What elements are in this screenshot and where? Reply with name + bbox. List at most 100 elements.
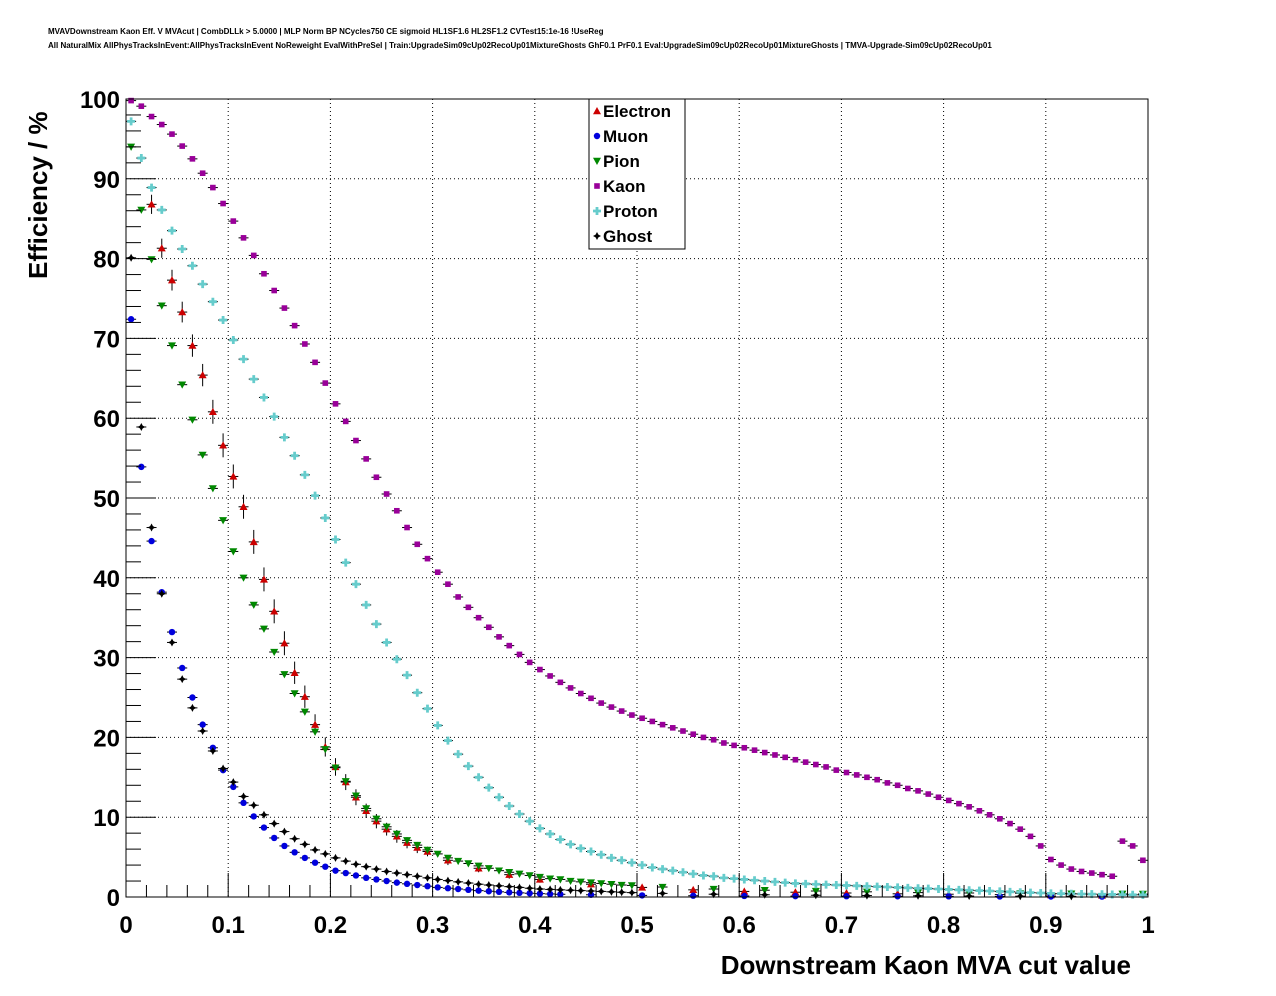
data-point-proton (474, 773, 483, 782)
data-point-proton (832, 881, 841, 890)
data-point-pion (280, 671, 289, 679)
data-point-kaon (445, 581, 451, 587)
data-point-proton (852, 881, 861, 890)
y-tick-label: 20 (93, 725, 120, 752)
data-point-kaon (158, 121, 165, 128)
data-point-muon (393, 879, 401, 886)
data-point-muon (557, 891, 564, 898)
data-point-ghost (331, 853, 340, 862)
data-point-muon (260, 824, 268, 831)
data-point-kaon (1078, 868, 1085, 875)
data-point-kaon (823, 764, 829, 770)
data-point-pion (341, 778, 350, 786)
data-point-kaon (1048, 856, 1054, 863)
legend-marker-ghost (593, 232, 601, 240)
data-point-muon (148, 537, 155, 545)
data-point-kaon (700, 734, 707, 741)
data-point-kaon (434, 569, 441, 576)
data-point-proton (229, 335, 238, 344)
data-point-muon (311, 859, 319, 866)
data-point-pion (300, 708, 309, 716)
data-point-kaon (506, 642, 513, 649)
data-point-muon (281, 842, 288, 850)
data-point-kaon (250, 252, 257, 259)
data-point-pion (382, 823, 391, 831)
data-point-ghost (219, 764, 228, 773)
data-point-pion (403, 837, 412, 845)
data-point-proton (403, 671, 412, 680)
data-point-proton (709, 872, 718, 881)
data-point-proton (1098, 890, 1107, 899)
data-point-proton (535, 824, 544, 833)
data-point-proton (954, 885, 963, 894)
data-point-proton (699, 871, 708, 880)
data-point-kaon (1119, 838, 1126, 844)
data-point-pion (157, 302, 166, 310)
data-point-proton (842, 881, 851, 890)
data-point-proton (157, 205, 166, 214)
data-point-electron (791, 888, 800, 896)
data-point-pion (546, 875, 555, 883)
data-point-electron (638, 883, 647, 891)
data-point-ghost (147, 523, 156, 532)
data-point-kaon (1109, 873, 1116, 880)
legend-box (588, 98, 686, 250)
data-point-muon (792, 892, 799, 900)
data-point-proton (372, 620, 381, 629)
data-point-proton (188, 261, 197, 270)
data-point-proton (770, 877, 779, 886)
data-point-pion (423, 846, 432, 854)
data-point-muon (383, 877, 390, 885)
data-point-proton (1138, 890, 1147, 899)
data-point-kaon (966, 804, 972, 810)
data-point-proton (147, 183, 156, 192)
data-point-proton (413, 688, 422, 697)
data-point-pion (495, 867, 504, 875)
y-tick-label: 50 (93, 486, 120, 513)
data-point-kaon (884, 780, 891, 786)
data-point-proton (239, 355, 248, 364)
data-point-kaon (455, 594, 461, 600)
data-point-proton (760, 877, 769, 886)
data-point-ghost (760, 890, 769, 899)
data-point-proton (862, 882, 871, 891)
data-point-proton (893, 883, 902, 892)
data-point-kaon (383, 491, 390, 497)
data-point-ghost (300, 840, 309, 849)
data-point-proton (1026, 888, 1035, 897)
data-point-kaon (240, 235, 247, 241)
legend-label-electron: Electron (603, 102, 671, 121)
data-point-kaon (813, 761, 819, 768)
data-point-pion (198, 451, 207, 459)
data-point-proton (331, 535, 340, 544)
data-point-muon (506, 889, 513, 896)
data-point-proton (740, 875, 749, 884)
data-point-ghost (464, 879, 473, 888)
data-point-ghost (423, 873, 432, 882)
data-point-proton (311, 491, 320, 500)
data-point-kaon (1007, 820, 1013, 827)
data-point-proton (617, 856, 626, 865)
data-point-ghost (454, 877, 463, 886)
legend-marker-kaon (594, 183, 600, 189)
data-point-kaon (792, 756, 799, 763)
data-point-proton (576, 844, 585, 853)
data-point-ghost (198, 727, 207, 736)
data-point-muon (189, 694, 196, 701)
series-electron (146, 194, 1108, 899)
legend-label-pion: Pion (603, 152, 640, 171)
data-point-kaon (281, 305, 288, 311)
y-tick-label: 10 (93, 805, 120, 832)
data-point-kaon (291, 322, 298, 329)
data-point-kaon (577, 690, 584, 697)
data-point-kaon (547, 673, 553, 679)
data-point-proton (137, 154, 146, 163)
data-point-muon (843, 893, 850, 900)
data-point-electron (290, 668, 299, 676)
data-point-electron (300, 692, 309, 700)
data-point-proton (1128, 890, 1137, 899)
data-point-kaon (261, 270, 267, 277)
data-point-ghost (495, 881, 504, 890)
data-point-proton (178, 245, 187, 254)
data-point-kaon (618, 708, 625, 714)
